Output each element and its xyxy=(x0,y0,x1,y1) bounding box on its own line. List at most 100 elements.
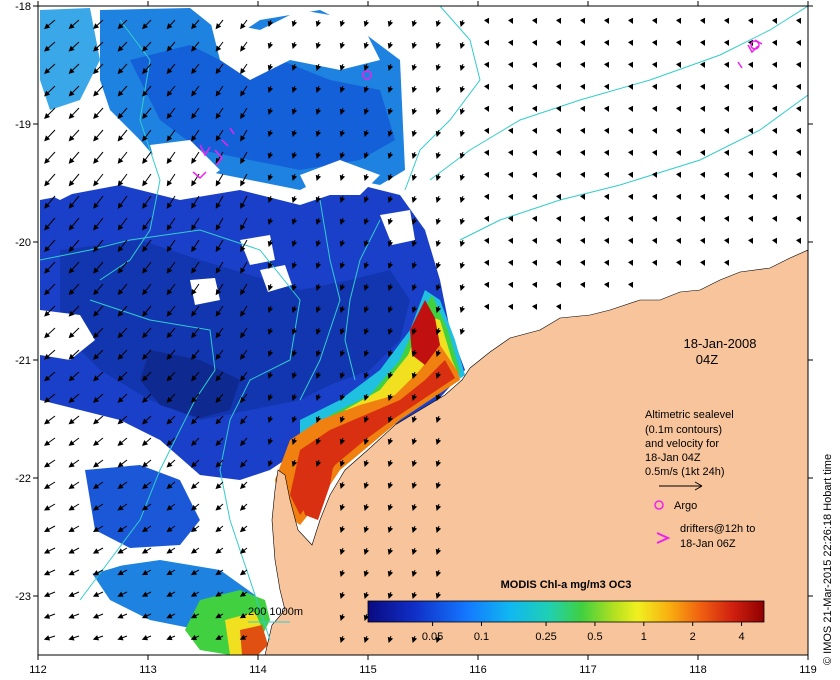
velocity-arrow xyxy=(215,349,224,360)
velocity-arrow xyxy=(387,591,394,600)
velocity-arrow xyxy=(166,239,176,253)
velocity-arrow xyxy=(795,127,801,134)
velocity-arrow xyxy=(239,503,248,511)
velocity-arrow xyxy=(603,193,609,200)
velocity-arrow xyxy=(795,237,801,244)
velocity-arrow xyxy=(507,281,513,288)
y-tick-label: -19 xyxy=(15,119,31,131)
velocity-arrow xyxy=(142,217,152,231)
velocity-arrow xyxy=(363,239,370,248)
velocity-arrow xyxy=(459,41,466,50)
velocity-arrow xyxy=(191,151,200,164)
velocity-arrow xyxy=(579,237,585,244)
velocity-arrow xyxy=(141,634,152,641)
x-tick-label: 117 xyxy=(579,664,597,676)
velocity-arrow xyxy=(68,459,80,468)
velocity-arrow xyxy=(363,525,370,534)
velocity-arrow xyxy=(92,503,104,511)
velocity-arrow xyxy=(339,217,346,226)
velocity-arrow xyxy=(387,349,394,358)
velocity-arrow xyxy=(117,41,128,52)
velocity-arrow xyxy=(435,525,442,534)
y-tick-label: -18 xyxy=(15,1,31,13)
velocity-arrow xyxy=(411,19,418,28)
velocity-arrow xyxy=(142,371,152,382)
velocity-arrow xyxy=(315,459,322,468)
velocity-arrow xyxy=(411,41,418,50)
velocity-arrow xyxy=(93,63,104,75)
velocity-arrow xyxy=(215,85,224,97)
velocity-arrow xyxy=(215,525,224,533)
velocity-arrow xyxy=(215,195,224,209)
legend-line: Altimetric sealevel xyxy=(645,409,734,421)
velocity-arrow xyxy=(117,19,128,30)
y-tick-label: -21 xyxy=(15,355,31,367)
velocity-arrow xyxy=(411,569,418,578)
velocity-arrow xyxy=(315,327,322,336)
velocity-arrow xyxy=(411,635,418,644)
velocity-arrow xyxy=(387,217,394,226)
velocity-arrow xyxy=(339,349,346,358)
velocity-arrow xyxy=(68,85,80,97)
velocity-arrow xyxy=(315,283,322,292)
colorbar: MODIS Chl-a mg/m3 OC3 0.05 0.1 0.25 0.5 1 2 4 xyxy=(367,579,765,643)
velocity-arrow xyxy=(483,215,489,222)
velocity-arrow xyxy=(651,171,657,178)
legend-line: 18-Jan 04Z xyxy=(645,452,701,464)
velocity-arrow xyxy=(699,215,705,222)
velocity-arrow xyxy=(435,371,442,380)
velocity-arrow xyxy=(387,437,394,446)
velocity-arrow xyxy=(215,459,224,468)
velocity-arrow xyxy=(483,83,489,90)
velocity-arrow xyxy=(142,63,152,75)
velocity-arrow xyxy=(191,217,200,231)
velocity-arrow xyxy=(675,83,681,90)
velocity-arrow xyxy=(555,215,561,222)
velocity-arrow xyxy=(191,371,200,382)
velocity-arrow xyxy=(339,393,346,402)
velocity-arrow xyxy=(579,127,585,134)
velocity-arrow xyxy=(190,437,200,447)
velocity-arrow xyxy=(795,171,801,178)
velocity-arrow xyxy=(459,129,466,138)
velocity-arrow xyxy=(387,151,394,160)
velocity-arrow xyxy=(43,525,56,533)
velocity-arrow xyxy=(723,127,729,134)
velocity-arrow xyxy=(387,107,394,116)
velocity-arrow xyxy=(68,349,80,360)
velocity-arrow xyxy=(267,63,274,72)
velocity-arrow xyxy=(239,525,248,533)
velocity-arrow xyxy=(651,39,657,46)
velocity-arrow xyxy=(92,547,104,554)
velocity-arrow xyxy=(240,129,248,142)
velocity-arrow xyxy=(579,171,585,178)
velocity-arrow xyxy=(93,415,104,425)
velocity-arrow xyxy=(627,149,633,156)
velocity-arrow xyxy=(675,215,681,222)
velocity-arrow xyxy=(43,547,56,554)
velocity-arrow xyxy=(190,525,200,533)
velocity-arrow xyxy=(166,349,176,360)
velocity-arrow xyxy=(387,327,394,336)
velocity-arrow xyxy=(291,41,298,50)
drifter-legend-icon xyxy=(656,532,671,544)
velocity-arrow xyxy=(627,281,633,288)
velocity-arrow xyxy=(411,195,418,204)
velocity-arrow xyxy=(387,63,394,72)
velocity-arrow xyxy=(68,547,80,554)
velocity-arrow xyxy=(747,149,753,156)
velocity-arrow xyxy=(291,217,298,226)
velocity-arrow xyxy=(603,83,609,90)
velocity-arrow xyxy=(387,415,394,424)
velocity-arrow xyxy=(166,63,176,75)
velocity-arrow xyxy=(215,415,224,425)
velocity-arrow xyxy=(363,547,370,556)
velocity-arrow xyxy=(166,261,176,274)
velocity-arrow xyxy=(339,503,346,512)
velocity-arrow xyxy=(215,569,224,576)
velocity-arrow xyxy=(435,151,442,160)
velocity-arrow xyxy=(411,393,418,402)
velocity-arrow xyxy=(240,349,248,360)
colorbar-tick-label: 4 xyxy=(738,631,744,643)
velocity-arrow xyxy=(363,415,370,424)
